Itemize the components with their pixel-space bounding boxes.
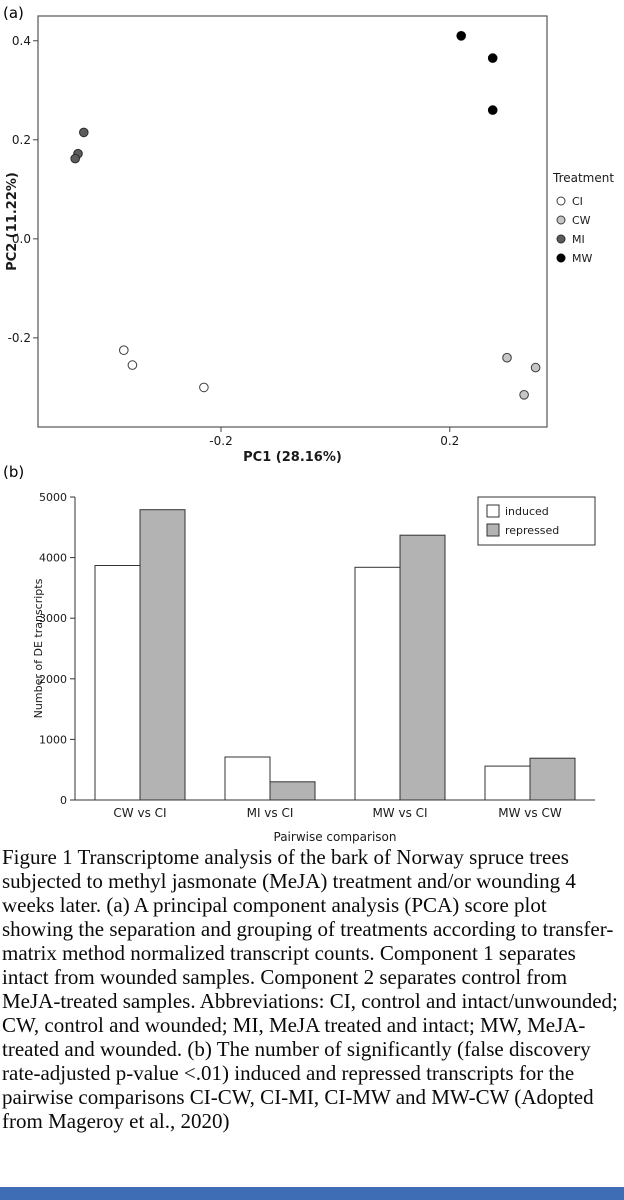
category-label: MW vs CW — [498, 806, 562, 820]
legend-swatch-induced — [486, 504, 500, 518]
y-tick-label: 0.2 — [12, 133, 31, 147]
y-tick-label: -0.2 — [8, 331, 31, 345]
y-tick-label: 2000 — [39, 673, 67, 686]
y-axis-label: PC2 (11.22%) — [5, 172, 20, 271]
legend-title: Treatment — [552, 171, 614, 185]
legend-swatch-CI — [556, 196, 566, 206]
y-axis-label: Number of DE transcripts — [32, 578, 45, 718]
category-label: CW vs CI — [113, 806, 166, 820]
legend-swatch-CW — [556, 215, 566, 225]
scatter-point-CW — [519, 390, 529, 400]
legend-label-CW: CW — [572, 214, 591, 227]
bar-repressed-CW-vs-CI — [139, 509, 186, 801]
x-axis-label: PC1 (28.16%) — [243, 450, 342, 465]
y-tick-label: 1000 — [39, 733, 67, 746]
scatter-point-CI — [199, 382, 209, 393]
panel-b-label: (b) — [3, 463, 25, 481]
bar-repressed-MW-vs-CW — [529, 757, 576, 801]
y-tick-label: 3000 — [39, 612, 67, 625]
bar-induced-MW-vs-CI — [354, 566, 401, 801]
panel-a-label: (a) — [3, 4, 24, 22]
scatter-point-MI — [70, 153, 80, 164]
category-label: MW vs CI — [372, 806, 427, 820]
bottom-blue-bar — [0, 1187, 624, 1200]
x-axis-label: Pairwise comparison — [274, 830, 397, 844]
scatter-point-CI — [119, 345, 129, 356]
legend-swatch-MW — [556, 253, 566, 263]
bar-repressed-MW-vs-CI — [399, 534, 446, 801]
scatter-point-MI — [79, 127, 89, 138]
bar-repressed-MI-vs-CI — [269, 781, 316, 801]
bar-induced-MI-vs-CI — [224, 756, 271, 801]
scatter-point-MW — [487, 105, 498, 115]
scatter-point-MW — [487, 53, 498, 63]
y-tick-label: 0.4 — [12, 34, 31, 48]
y-tick-label: 4000 — [39, 552, 67, 565]
scatter-point-CW — [530, 362, 541, 373]
legend-label-repressed: repressed — [505, 524, 559, 537]
y-tick-label: 0.0 — [12, 232, 31, 246]
scatter-point-CI — [127, 360, 138, 370]
scatter-point-CW — [502, 352, 512, 363]
x-tick-label: 0.2 — [440, 434, 459, 448]
legend-label-induced: induced — [505, 505, 549, 518]
plot-border — [37, 15, 548, 428]
pca-score-plot: -0.2 0.2 -0.2 0.0 0.2 0.4 PC1 (28.16%) PC2 (11.… — [5, 15, 614, 465]
x-tick-label: -0.2 — [209, 434, 232, 448]
legend-label-MW: MW — [572, 252, 592, 265]
legend-swatch-MI — [556, 234, 566, 244]
figure-caption: Figure 1 Transcriptome analysis of the b… — [2, 845, 618, 1133]
scatter-point-MW — [456, 31, 467, 41]
y-tick-label: 5000 — [39, 491, 67, 504]
de-transcripts-bar-chart: CW vs CI MI vs CI MW vs CI MW vs CW 0 1000 200… — [32, 491, 596, 844]
bar-induced-CW-vs-CI — [94, 565, 141, 801]
y-tick-label: 0 — [60, 794, 67, 807]
category-label: MI vs CI — [247, 806, 294, 820]
legend-swatch-repressed — [486, 523, 500, 537]
bar-induced-MW-vs-CW — [484, 765, 531, 801]
legend-label-CI: CI — [572, 195, 583, 208]
legend-label-MI: MI — [572, 233, 585, 246]
